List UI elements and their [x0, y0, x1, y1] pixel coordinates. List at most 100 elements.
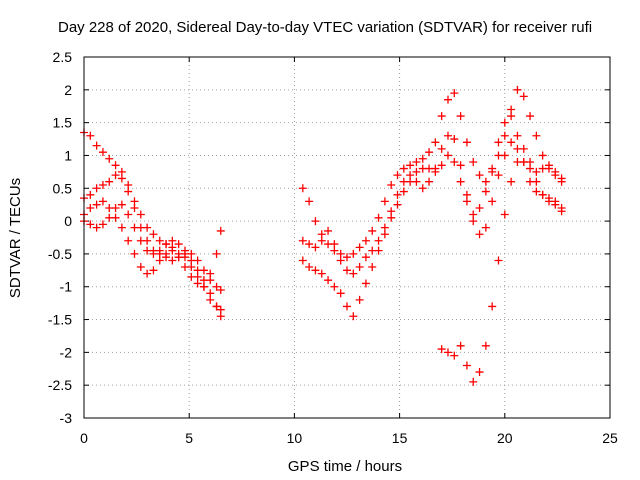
data-point — [551, 167, 560, 176]
data-point — [526, 158, 535, 167]
data-point — [538, 164, 547, 173]
data-point — [456, 341, 465, 350]
data-point — [361, 236, 370, 245]
data-point — [130, 223, 139, 232]
data-point — [425, 148, 434, 157]
x-tick-label: 10 — [287, 430, 303, 446]
data-point — [311, 217, 320, 226]
series-arc-7 — [298, 131, 566, 278]
data-point — [187, 249, 196, 258]
data-point — [374, 213, 383, 222]
data-point — [513, 85, 522, 94]
data-point — [105, 177, 114, 186]
data-point — [355, 295, 364, 304]
data-point — [456, 177, 465, 186]
data-point — [488, 302, 497, 311]
data-point — [117, 223, 126, 232]
data-point — [317, 236, 326, 245]
data-point — [98, 148, 107, 157]
data-point — [538, 151, 547, 160]
data-point — [507, 177, 516, 186]
data-point — [412, 167, 421, 176]
y-tick-label: -3 — [60, 410, 73, 426]
series-arc-5 — [298, 112, 566, 321]
data-point — [507, 138, 516, 147]
data-point — [475, 230, 484, 239]
data-point — [532, 187, 541, 196]
data-point — [162, 249, 171, 258]
data-point — [500, 131, 509, 140]
x-tick-labels: 0 5 10 15 20 25 — [80, 430, 618, 446]
data-point — [532, 167, 541, 176]
y-tick-label: -2 — [60, 344, 73, 360]
data-point — [532, 177, 541, 186]
data-point — [469, 377, 478, 386]
data-point — [168, 246, 177, 255]
data-point — [355, 263, 364, 272]
data-point — [305, 263, 314, 272]
data-point — [450, 351, 459, 360]
data-point — [500, 118, 509, 127]
data-point — [361, 253, 370, 262]
data-point — [98, 220, 107, 229]
data-point — [168, 256, 177, 265]
data-point — [437, 112, 446, 121]
data-point — [117, 174, 126, 183]
y-tick-label: -1 — [60, 279, 73, 295]
y-tick-label: 0 — [64, 213, 72, 229]
data-point — [143, 246, 152, 255]
data-point — [469, 217, 478, 226]
grid-lines — [84, 57, 610, 418]
data-point — [399, 187, 408, 196]
data-point — [349, 312, 358, 321]
data-point — [92, 184, 101, 193]
data-point — [481, 341, 490, 350]
data-point — [513, 158, 522, 167]
data-point — [212, 282, 221, 291]
data-point — [349, 249, 358, 258]
data-point — [336, 289, 345, 298]
data-point — [136, 210, 145, 219]
data-point — [538, 190, 547, 199]
data-point — [130, 203, 139, 212]
series-arc-4 — [80, 197, 225, 291]
data-point — [216, 226, 225, 235]
data-point — [544, 161, 553, 170]
data-point — [155, 246, 164, 255]
x-tick-label: 20 — [497, 430, 513, 446]
data-point — [544, 197, 553, 206]
data-point — [317, 269, 326, 278]
data-point — [443, 151, 452, 160]
data-point — [168, 236, 177, 245]
data-point — [456, 112, 465, 121]
data-point — [450, 89, 459, 98]
data-point — [443, 131, 452, 140]
data-point — [412, 158, 421, 167]
data-point — [98, 197, 107, 206]
data-point — [174, 240, 183, 249]
data-point — [557, 177, 566, 186]
data-point — [212, 249, 221, 258]
x-axis-title: GPS time / hours — [288, 458, 402, 475]
data-point — [418, 184, 427, 193]
x-tick-label: 5 — [185, 430, 193, 446]
y-tick-label: -0.5 — [48, 246, 72, 262]
data-point — [437, 144, 446, 153]
data-point — [111, 213, 120, 222]
data-point — [187, 272, 196, 281]
data-point — [399, 164, 408, 173]
data-point — [380, 197, 389, 206]
data-point — [298, 184, 307, 193]
data-point — [206, 269, 215, 278]
data-point — [124, 210, 133, 219]
data-point — [143, 269, 152, 278]
data-point — [298, 256, 307, 265]
data-point — [180, 246, 189, 255]
series-arc-6 — [298, 85, 566, 262]
data-point — [519, 144, 528, 153]
data-point — [494, 256, 503, 265]
data-point — [155, 256, 164, 265]
data-point — [98, 180, 107, 189]
data-point — [330, 240, 339, 249]
data-point — [180, 263, 189, 272]
